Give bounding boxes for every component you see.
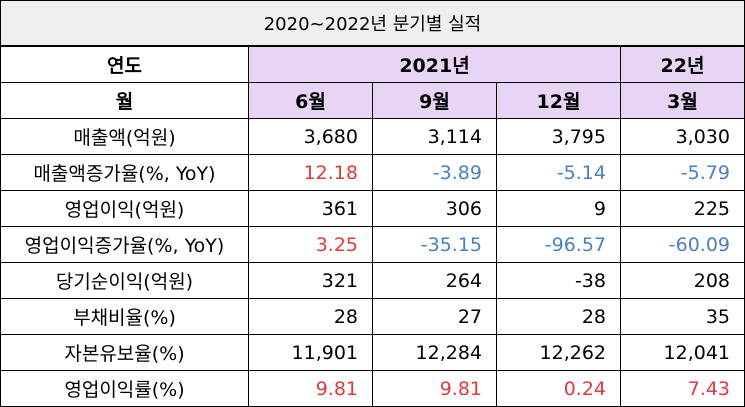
- year-2021-header: 2021년: [248, 45, 621, 83]
- row-label: 부채비율(%): [0, 298, 249, 335]
- table-cell: 3.25: [248, 226, 373, 263]
- table-cell: -38: [496, 262, 621, 299]
- table-cell: -5.14: [496, 154, 621, 191]
- row-label: 영업이익률(%): [0, 370, 249, 407]
- table-cell: 27: [372, 298, 497, 335]
- year-header-label: 연도: [0, 45, 249, 83]
- table-title: 2020~2022년 분기별 실적: [0, 0, 745, 47]
- row-label: 영업이익증가율(%, YoY): [0, 226, 249, 263]
- month-header-label: 월: [0, 82, 249, 119]
- table-cell: 321: [248, 262, 373, 299]
- table-cell: 7.43: [620, 370, 745, 407]
- table-cell: 28: [496, 298, 621, 335]
- month-header-jun: 6월: [248, 82, 373, 119]
- month-header-dec: 12월: [496, 82, 621, 119]
- row-label: 영업이익(억원): [0, 190, 249, 227]
- table-cell: 12,262: [496, 334, 621, 371]
- table-cell: 11,901: [248, 334, 373, 371]
- row-label: 매출액증가율(%, YoY): [0, 154, 249, 191]
- table-cell: -35.15: [372, 226, 497, 263]
- table-row: 영업이익률(%) 9.81 9.81 0.24 7.43: [0, 370, 745, 407]
- table-cell: 3,795: [496, 118, 621, 155]
- table-cell: 9.81: [372, 370, 497, 407]
- table-cell: 3,680: [248, 118, 373, 155]
- table-row: 당기순이익(억원) 321 264 -38 208: [0, 262, 745, 299]
- table-cell: 361: [248, 190, 373, 227]
- table-row: 자본유보율(%) 11,901 12,284 12,262 12,041: [0, 334, 745, 371]
- table-cell: 28: [248, 298, 373, 335]
- table-cell: 225: [620, 190, 745, 227]
- table-cell: 264: [372, 262, 497, 299]
- table-cell: 9.81: [248, 370, 373, 407]
- table-cell: -5.79: [620, 154, 745, 191]
- table-row: 매출액증가율(%, YoY) 12.18 -3.89 -5.14 -5.79: [0, 154, 745, 191]
- table-row: 매출액(억원) 3,680 3,114 3,795 3,030: [0, 118, 745, 155]
- table-cell: 9: [496, 190, 621, 227]
- table-row: 부채비율(%) 28 27 28 35: [0, 298, 745, 335]
- table-cell: 306: [372, 190, 497, 227]
- month-header-sep: 9월: [372, 82, 497, 119]
- month-header-mar: 3월: [620, 82, 745, 119]
- table-cell: 3,030: [620, 118, 745, 155]
- row-label: 자본유보율(%): [0, 334, 249, 371]
- table-cell: 3,114: [372, 118, 497, 155]
- table-cell: 35: [620, 298, 745, 335]
- table-cell: -60.09: [620, 226, 745, 263]
- table-row: 영업이익(억원) 361 306 9 225: [0, 190, 745, 227]
- table-row: 영업이익증가율(%, YoY) 3.25 -35.15 -96.57 -60.09: [0, 226, 745, 263]
- row-label: 매출액(억원): [0, 118, 249, 155]
- table-cell: 12.18: [248, 154, 373, 191]
- table-cell: -3.89: [372, 154, 497, 191]
- row-label: 당기순이익(억원): [0, 262, 249, 299]
- table-cell: -96.57: [496, 226, 621, 263]
- table-cell: 12,284: [372, 334, 497, 371]
- table-cell: 12,041: [620, 334, 745, 371]
- table-cell: 208: [620, 262, 745, 299]
- year-22-header: 22년: [620, 45, 745, 83]
- table-cell: 0.24: [496, 370, 621, 407]
